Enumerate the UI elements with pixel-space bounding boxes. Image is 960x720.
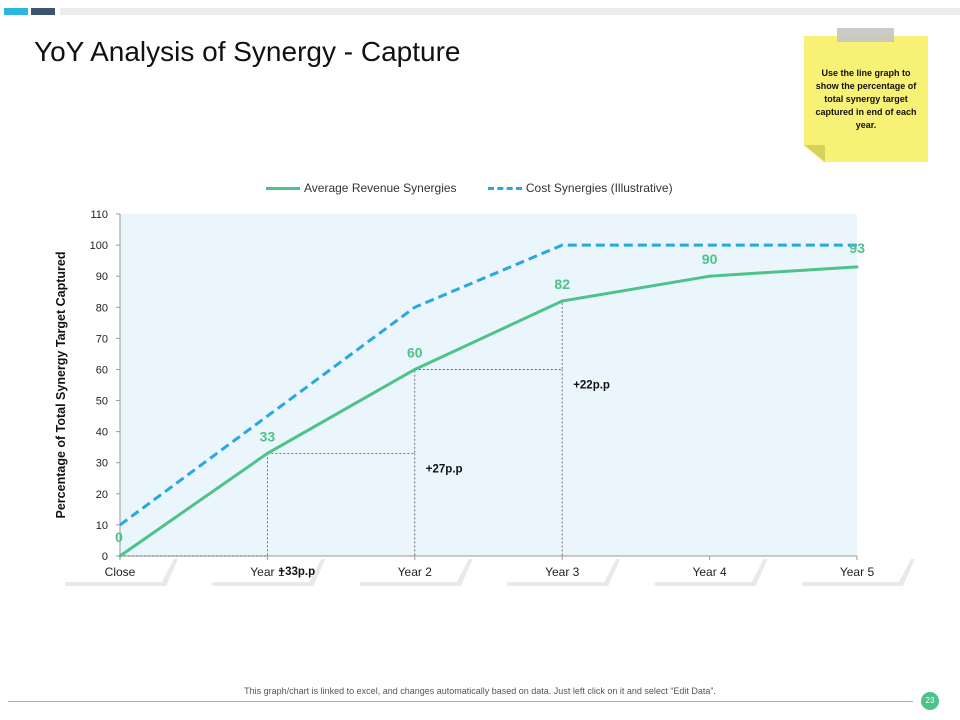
data-point-revenue	[560, 299, 564, 303]
step-connector	[267, 369, 416, 454]
y-tick-label: 70	[96, 333, 108, 345]
accent-rule	[60, 8, 960, 15]
legend-item-revenue[interactable]: Average Revenue Synergies	[266, 181, 457, 195]
top-accent-bar	[0, 8, 960, 15]
x-tick-label: Year 4	[692, 565, 727, 579]
legend-swatch-solid	[266, 187, 300, 191]
plot-area	[120, 214, 857, 556]
x-tick-label-backdrop	[802, 559, 915, 586]
series-line-average-revenue	[119, 265, 858, 558]
footer-divider	[8, 701, 913, 702]
x-tick-label: Year 3	[545, 565, 580, 579]
data-label-revenue: 33	[260, 428, 276, 444]
legend-swatch-dashed	[487, 187, 522, 191]
y-tick-label: 110	[90, 209, 108, 221]
x-tick-label-backdrop	[65, 559, 178, 586]
y-tick-label: 0	[102, 551, 108, 563]
x-tick-label: Year 2	[398, 565, 433, 579]
y-axis-title: Percentage of Total Synergy Target Captu…	[54, 252, 68, 519]
sticky-note-tape	[837, 28, 894, 42]
legend-label-cost: Cost Synergies (Illustrative)	[525, 181, 673, 195]
footer-note: This graph/chart is linked to excel, and…	[244, 686, 716, 696]
data-point-revenue	[118, 554, 122, 558]
y-tick-label: 50	[96, 396, 108, 408]
sticky-note	[804, 36, 928, 162]
sticky-note-text: Use the line graph to show the percentag…	[815, 68, 917, 130]
data-label-revenue: 60	[407, 344, 423, 360]
data-point-revenue	[855, 265, 859, 269]
step-annotation: +22p.p	[573, 379, 610, 391]
x-tick-label-backdrop	[212, 559, 326, 586]
step-connector	[120, 453, 268, 557]
y-tick-label: 20	[96, 489, 108, 501]
page-title: YoY Analysis of Synergy - Capture	[34, 36, 461, 67]
x-tick-label: Year 5	[840, 565, 875, 579]
legend-item-cost[interactable]: Cost Synergies (Illustrative)	[487, 181, 673, 195]
y-tick-label: 80	[96, 302, 108, 314]
x-tick-label-backdrop	[359, 559, 473, 586]
y-tick-label: 60	[96, 364, 108, 376]
data-point-revenue	[708, 274, 712, 278]
step-annotation: +27p.p	[426, 463, 463, 475]
y-tick-label: 40	[96, 427, 108, 439]
accent-block-navy	[31, 8, 55, 15]
data-point-revenue	[413, 367, 417, 371]
y-tick-label: 90	[96, 271, 108, 283]
accent-block-blue	[4, 8, 28, 15]
x-tick-label: Close	[105, 565, 136, 579]
data-label-revenue: 82	[554, 276, 570, 292]
page-number-badge: 23	[921, 692, 939, 710]
legend-label-revenue: Average Revenue Synergies	[304, 181, 457, 195]
step-annotation: +33p.p	[278, 566, 315, 578]
step-connector	[414, 301, 563, 370]
y-tick-label: 100	[90, 240, 108, 252]
x-tick-label-backdrop	[654, 559, 768, 586]
x-tick-label: Year 1	[250, 565, 285, 579]
data-label-revenue: 93	[849, 240, 865, 256]
data-point-revenue	[265, 451, 269, 455]
chart-legend[interactable]: Average Revenue Synergies Cost Synergies…	[266, 181, 701, 195]
x-tick-label-backdrop	[507, 559, 621, 586]
y-tick-label: 30	[96, 458, 108, 470]
data-label-revenue: 0	[115, 529, 123, 545]
y-tick-label: 10	[96, 520, 108, 532]
data-label-revenue: 90	[702, 251, 718, 267]
